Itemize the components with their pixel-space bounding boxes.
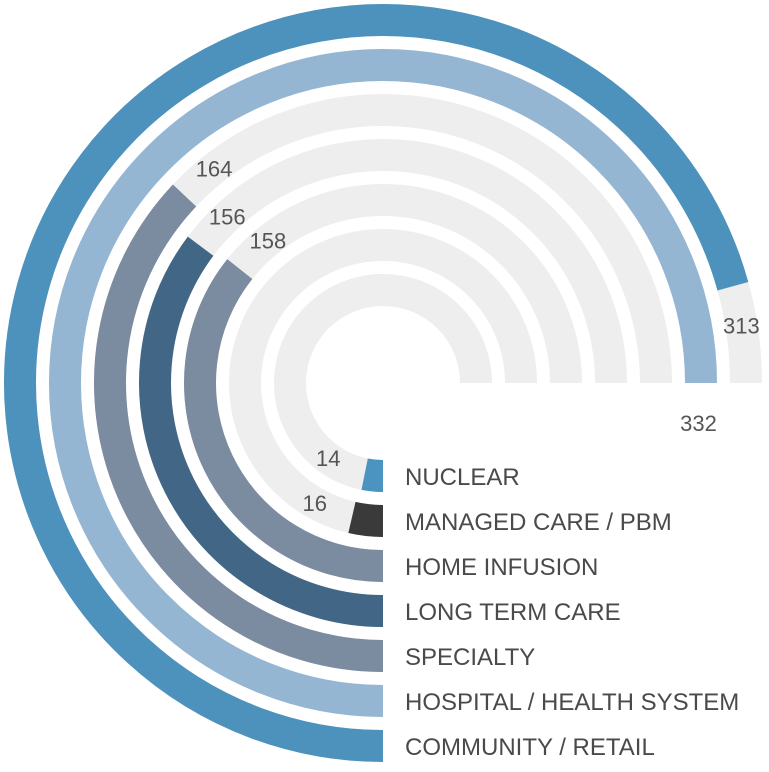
legend-label-community-retail: COMMUNITY / RETAIL xyxy=(405,734,655,761)
value-label-managed-care-pbm: 16 xyxy=(303,491,327,516)
legend-label-hospital-health-system: HOSPITAL / HEALTH SYSTEM xyxy=(405,689,739,716)
bar-home-infusion xyxy=(184,259,384,582)
value-label-specialty: 164 xyxy=(196,157,233,182)
value-label-long-term-care: 156 xyxy=(209,204,246,229)
bar-hospital-health-system xyxy=(49,49,717,717)
legend-label-long-term-care: LONG TERM CARE xyxy=(405,599,621,626)
track-managed-care-pbm xyxy=(229,229,537,537)
track-nuclear xyxy=(274,274,492,492)
value-label-community-retail: 313 xyxy=(723,313,760,338)
bar-managed-care-pbm xyxy=(348,501,384,537)
legend-label-home-infusion: HOME INFUSION xyxy=(405,554,598,581)
bar-long-term-care xyxy=(139,236,384,627)
bar-nuclear xyxy=(361,458,384,492)
value-label-home-infusion: 158 xyxy=(250,229,287,254)
legend-label-managed-care-pbm: MANAGED CARE / PBM xyxy=(405,509,672,536)
legend-label-nuclear: NUCLEAR xyxy=(405,464,520,491)
value-label-nuclear: 14 xyxy=(316,446,340,471)
legend-label-specialty: SPECIALTY xyxy=(405,644,535,671)
value-label-hospital-health-system: 332 xyxy=(680,411,717,436)
bar-community-retail xyxy=(4,4,749,762)
bar-specialty xyxy=(94,184,384,672)
